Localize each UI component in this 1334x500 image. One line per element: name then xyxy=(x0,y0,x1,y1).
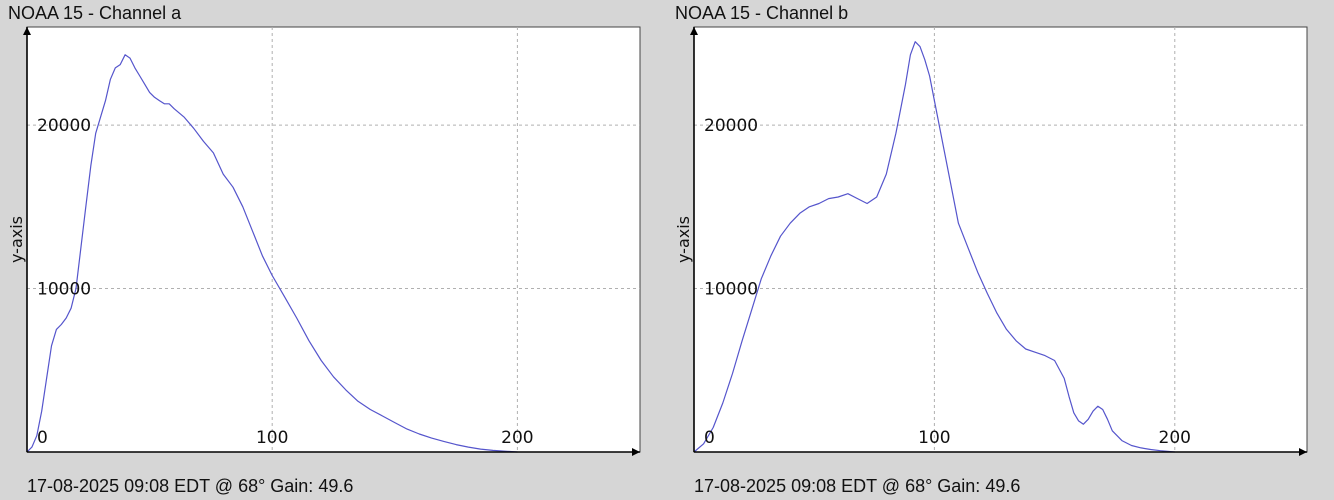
y-axis-arrow-icon xyxy=(690,27,698,35)
chart-footer: 17-08-2025 09:08 EDT @ 68° Gain: 49.6 xyxy=(27,476,354,496)
y-tick-label: 10000 xyxy=(37,280,91,300)
plot-area xyxy=(26,26,641,453)
x-tick-label: 200 xyxy=(501,428,533,448)
y-tick-label: 10000 xyxy=(704,280,758,300)
chart-panel-b: NOAA 15 - Channel b 0 100 200 10000 20000 y-a… xyxy=(667,0,1334,500)
x-tick-label: 0 xyxy=(704,428,715,448)
x-axis-arrow-icon xyxy=(1299,448,1307,456)
x-tick-label: 100 xyxy=(256,428,288,448)
y-axis-title: y-axis xyxy=(7,216,26,263)
x-tick-label: 0 xyxy=(37,428,48,448)
y-tick-label: 20000 xyxy=(704,116,758,136)
plot-area xyxy=(693,26,1308,453)
chart-panel-a: NOAA 15 - Channel a 0 100 200 10000 20000 y-a… xyxy=(7,3,641,496)
chart-title: NOAA 15 - Channel a xyxy=(8,3,182,23)
y-axis-title: y-axis xyxy=(674,216,693,263)
chart-title: NOAA 15 - Channel b xyxy=(675,3,849,23)
chart-footer: 17-08-2025 09:08 EDT @ 68° Gain: 49.6 xyxy=(694,476,1021,496)
y-axis-arrow-icon xyxy=(23,27,31,35)
chart-b: 0 100 200 10000 20000 y-axis xyxy=(674,26,1308,456)
x-axis-arrow-icon xyxy=(632,448,640,456)
chart-a: 0 100 200 10000 20000 y-axis xyxy=(7,26,641,456)
y-tick-label: 20000 xyxy=(37,116,91,136)
x-tick-label: 200 xyxy=(1159,428,1191,448)
x-tick-label: 100 xyxy=(918,428,950,448)
series-line xyxy=(26,54,518,453)
series-line xyxy=(693,41,1175,453)
